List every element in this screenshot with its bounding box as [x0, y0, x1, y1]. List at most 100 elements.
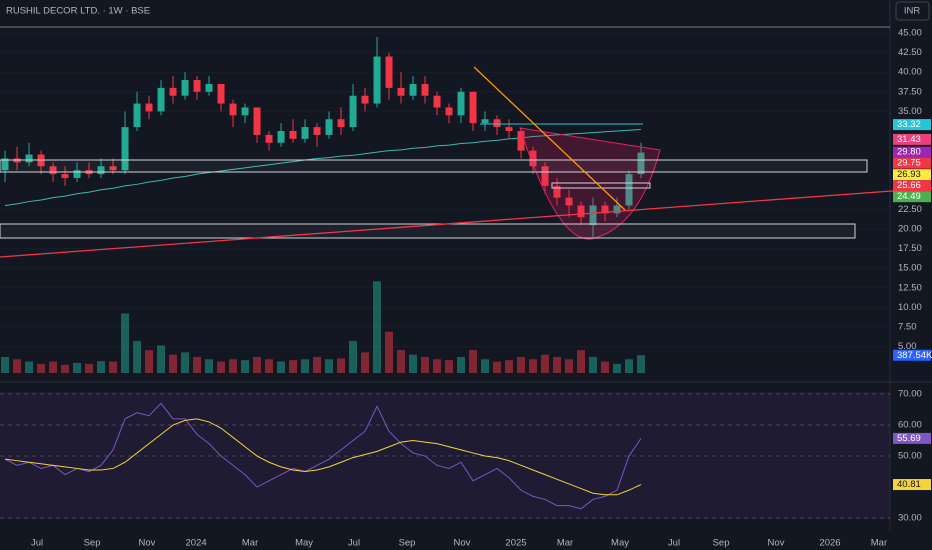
volume-bar: [361, 352, 370, 373]
price-badge-label: 29.75: [897, 158, 921, 169]
volume-bar: [421, 356, 430, 373]
candle-body: [637, 152, 645, 175]
y-tick-label: 12.50: [898, 282, 922, 293]
currency[interactable]: INR: [904, 6, 921, 17]
candle-body: [481, 119, 489, 124]
candle-body: [61, 174, 69, 179]
price-badge-label: 29.80: [897, 147, 921, 158]
volume-bar: [397, 350, 406, 373]
candle-body: [25, 154, 33, 163]
candle-body: [145, 103, 153, 112]
candle-body: [505, 127, 513, 132]
candle-body: [265, 134, 273, 143]
x-tick-label: Mar: [242, 538, 258, 549]
candle-body: [529, 150, 537, 167]
candle-body: [469, 91, 477, 124]
candle-body: [1, 158, 9, 171]
volume-bar: [457, 356, 466, 373]
x-tick-label: Nov: [139, 538, 156, 549]
price-badge-label: 25.66: [897, 180, 921, 191]
axes: Jul Sep Nov 2024 Mar May Jul Sep Nov 2025 Mar May Ju…: [31, 28, 932, 549]
volume-bar: [313, 356, 322, 373]
volume-bar: [85, 363, 94, 373]
volume-bar: [253, 356, 262, 373]
volume-bar: [589, 356, 598, 373]
x-tick-label: Mar: [557, 538, 573, 549]
y-tick-label: 37.50: [898, 86, 922, 97]
volume-bar: [145, 350, 154, 373]
candle-body: [541, 166, 549, 186]
rsi-line: [4, 402, 642, 510]
volume-bar: [97, 361, 106, 373]
volume-bar: [73, 362, 82, 373]
volume-bar: [265, 359, 274, 373]
currency-box[interactable]: [895, 1, 930, 21]
candle-body: [613, 205, 621, 214]
x-tick-label: May: [611, 538, 629, 549]
volume-bar: [325, 359, 334, 373]
price-badge-label: 33.32: [897, 119, 921, 130]
candle-body: [229, 103, 237, 116]
candle-body: [397, 87, 405, 96]
candle-body: [73, 170, 81, 179]
volume-bar: [13, 359, 22, 373]
candle-body: [241, 107, 249, 116]
volume-bar: [49, 361, 58, 373]
volume-bar: [565, 359, 574, 373]
volume-bar: [133, 340, 142, 373]
y-tick-label: 30.00: [898, 513, 922, 524]
volume-bar: [553, 356, 562, 373]
volume-bar: [433, 359, 442, 373]
price-badge: [893, 191, 931, 203]
candle-body: [169, 87, 177, 96]
candle-body: [277, 131, 285, 143]
x-tick-label: Sep: [399, 538, 416, 549]
price-badge-label: 40.81: [897, 479, 921, 490]
y-tick-label: 10.00: [898, 302, 922, 313]
price-badge: [893, 349, 931, 361]
x-tick-label: Jul: [348, 538, 360, 549]
price-badge: [893, 432, 931, 444]
volume-bar: [277, 361, 286, 373]
x-tick-label: 2026: [819, 538, 840, 549]
volume-bar: [541, 354, 550, 373]
volume-bar: [505, 360, 514, 373]
volume-bar: [373, 281, 382, 373]
x-tick-label: Nov: [454, 538, 471, 549]
candle-body: [589, 205, 597, 226]
volume-bar: [181, 352, 190, 373]
candle-body: [121, 127, 129, 171]
price-badge: [893, 146, 931, 158]
price-badge-label: 26.93: [897, 169, 921, 180]
x-tick-label: 2025: [505, 538, 526, 549]
candle-body: [157, 87, 165, 112]
y-tick-label: 42.50: [898, 47, 922, 58]
candle-body: [97, 166, 105, 175]
rsi-band: [0, 392, 890, 519]
candle-body: [253, 107, 261, 135]
candle-body: [517, 131, 525, 151]
volume-bar: [337, 358, 346, 373]
y-tick-label: 35.00: [898, 106, 922, 117]
volume-bar: [289, 360, 298, 373]
volume-bar: [121, 313, 130, 373]
candle-body: [289, 131, 297, 139]
y-tick-label: 17.50: [898, 243, 922, 254]
candle-body: [373, 56, 381, 104]
trend-line: [473, 66, 626, 211]
y-tick-label: 60.00: [898, 420, 922, 431]
candle-body: [409, 83, 417, 96]
candle-body: [625, 174, 633, 206]
candle-body: [217, 83, 225, 104]
volume-bar: [61, 364, 70, 373]
volume-bar: [37, 363, 46, 373]
rsi-line: [4, 418, 642, 496]
volume-bar: [349, 340, 358, 373]
volume-bar: [493, 361, 502, 373]
volume-bar: [577, 350, 586, 373]
price-badge: [893, 479, 931, 491]
y-tick-label: 50.00: [898, 451, 922, 462]
y-tick-label: 5.00: [898, 341, 917, 352]
candle-body: [361, 95, 369, 104]
